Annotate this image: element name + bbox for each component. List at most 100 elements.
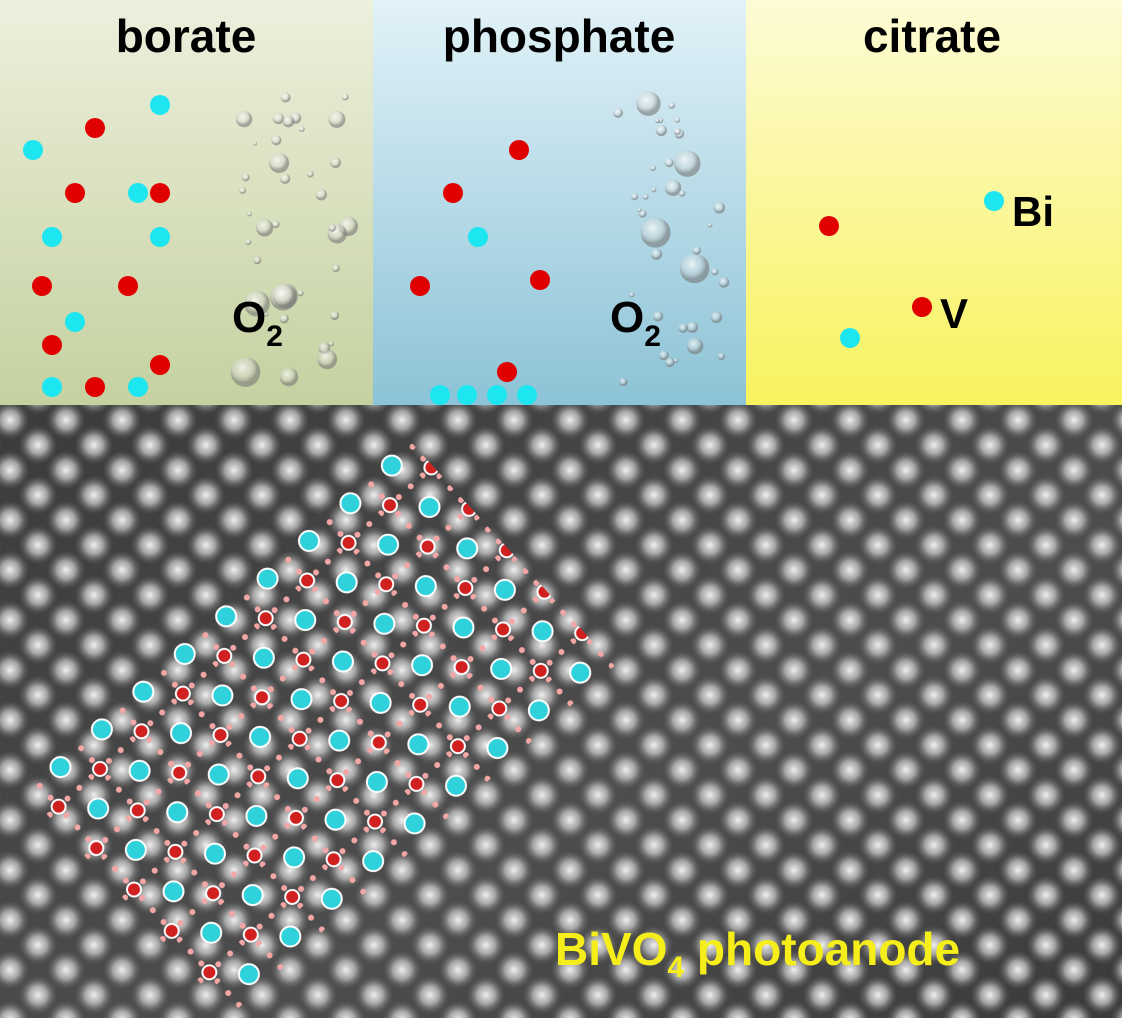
- v-dot: [497, 362, 517, 382]
- bubble: [637, 207, 642, 213]
- bubble: [315, 188, 327, 201]
- panel-title: citrate: [863, 10, 1001, 62]
- bubble: [306, 170, 314, 178]
- bubble: [664, 179, 682, 197]
- panel-title: borate: [116, 10, 257, 62]
- bubble: [717, 352, 726, 361]
- label-main: BiVO: [555, 923, 667, 975]
- bubble: [253, 256, 262, 265]
- bi-dot: [150, 227, 170, 247]
- bi-dot: [150, 95, 170, 115]
- bi-dot: [128, 183, 148, 203]
- bubbles: [230, 91, 730, 387]
- bubble: [668, 101, 676, 109]
- bubble: [686, 337, 704, 355]
- bubble: [613, 107, 623, 118]
- bubble: [674, 150, 701, 177]
- v-dot: [85, 377, 105, 397]
- bubble: [679, 253, 710, 284]
- gas-label: O2: [610, 293, 661, 353]
- bi-dot: [42, 227, 62, 247]
- bubble: [630, 192, 639, 201]
- bubble: [674, 117, 681, 123]
- bi-dot: [984, 191, 1004, 211]
- atom-model: [20, 435, 615, 1016]
- gas-symbol: O: [610, 293, 644, 342]
- gas-subscript: 2: [266, 320, 283, 353]
- ion-dots: [23, 95, 1004, 405]
- bubble: [654, 118, 660, 124]
- bubble: [650, 248, 663, 260]
- bubble: [244, 290, 270, 317]
- legend-bi: Bi: [1012, 188, 1054, 235]
- bubble: [241, 173, 250, 182]
- bubble: [247, 211, 252, 217]
- bubble: [713, 201, 726, 214]
- v-dot: [85, 118, 105, 138]
- bubble: [651, 187, 657, 193]
- bubble: [673, 358, 679, 363]
- bubble: [269, 152, 290, 174]
- bubble: [279, 314, 289, 324]
- bubble: [235, 110, 253, 128]
- bubble: [328, 224, 336, 232]
- bubble: [673, 127, 681, 136]
- bubble: [330, 310, 340, 321]
- bi-dot: [128, 377, 148, 397]
- label-rest: photoanode: [684, 923, 960, 975]
- bi-dot: [840, 328, 860, 348]
- bi-dot: [23, 140, 43, 160]
- bi-dot: [457, 385, 477, 405]
- bubble: [255, 219, 274, 237]
- bubble: [330, 157, 341, 169]
- bubble: [332, 264, 340, 273]
- bubble: [253, 141, 258, 146]
- gas-label: O2: [232, 293, 283, 353]
- gas-symbol: O: [232, 293, 266, 342]
- bubble: [640, 217, 671, 248]
- v-dot: [150, 355, 170, 375]
- label-subscript: 4: [667, 951, 684, 984]
- bubble: [707, 222, 713, 228]
- bubble: [270, 284, 297, 311]
- v-dot: [150, 183, 170, 203]
- bi-dot: [468, 227, 488, 247]
- bi-dot: [42, 377, 62, 397]
- bubble: [629, 292, 635, 298]
- bubble: [328, 341, 334, 347]
- bubble: [678, 323, 688, 333]
- bubble: [341, 93, 349, 101]
- legend-v: V: [940, 290, 968, 337]
- bi-dot: [430, 385, 450, 405]
- bubble: [718, 277, 730, 288]
- v-dot: [530, 270, 550, 290]
- image-label: BiVO4 photoanode: [555, 923, 960, 984]
- bi-dot: [487, 385, 507, 405]
- bubble: [678, 190, 686, 197]
- bubble: [280, 173, 291, 185]
- bubble: [282, 115, 295, 128]
- v-dot: [912, 297, 932, 317]
- panel-title: phosphate: [443, 10, 676, 62]
- bubble: [230, 357, 261, 387]
- bubble: [297, 290, 304, 297]
- gas-subscript: 2: [644, 320, 661, 353]
- bubble: [317, 349, 338, 370]
- bubble: [658, 350, 669, 361]
- bubble: [328, 110, 346, 128]
- v-dot: [819, 216, 839, 236]
- bubble: [298, 126, 305, 133]
- borate-panel: [0, 0, 373, 405]
- bubble: [271, 220, 280, 229]
- bubble: [655, 124, 667, 137]
- bubble: [280, 92, 291, 103]
- bubble: [710, 311, 723, 324]
- v-dot: [32, 276, 52, 296]
- v-dot: [118, 276, 138, 296]
- phosphate-panel: [373, 0, 746, 405]
- bubble: [692, 246, 701, 255]
- bubble: [642, 193, 649, 200]
- bubble: [686, 321, 698, 333]
- bi-dot: [65, 312, 85, 332]
